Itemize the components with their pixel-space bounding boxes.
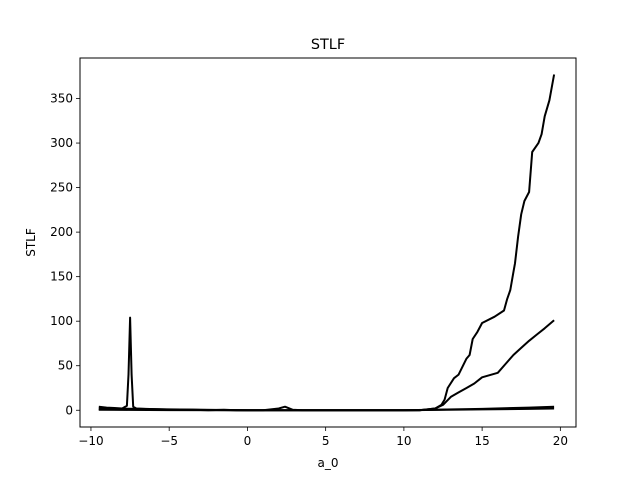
x-tick-label: 0 bbox=[244, 434, 252, 448]
y-tick-label: 100 bbox=[50, 314, 73, 328]
y-axis-label: STLF bbox=[24, 228, 38, 257]
x-tick-label: 5 bbox=[322, 434, 330, 448]
x-axis-ticks: −10 −5 0 5 10 15 20 bbox=[78, 427, 568, 448]
x-axis-label: a_0 bbox=[318, 456, 339, 470]
x-tick-label: −5 bbox=[160, 434, 178, 448]
series-line-1 bbox=[98, 74, 556, 412]
y-tick-label: 250 bbox=[50, 181, 73, 195]
y-tick-label: 50 bbox=[58, 359, 73, 373]
x-tick-label: 10 bbox=[396, 434, 411, 448]
y-tick-label: 350 bbox=[50, 92, 73, 106]
y-tick-label: 300 bbox=[50, 136, 73, 150]
plot-frame bbox=[79, 57, 577, 428]
y-axis-ticks: 0 50 100 150 200 250 300 350 bbox=[50, 92, 80, 417]
series-line-2 bbox=[98, 319, 555, 412]
y-tick-label: 150 bbox=[50, 270, 73, 284]
x-tick-label: −10 bbox=[78, 434, 103, 448]
y-tick-label: 200 bbox=[50, 225, 73, 239]
y-tick-label: 0 bbox=[65, 403, 73, 417]
x-tick-label: 15 bbox=[474, 434, 489, 448]
chart-title: STLF bbox=[311, 37, 345, 53]
series-line-4 bbox=[98, 407, 555, 412]
series-lines bbox=[98, 74, 556, 412]
x-tick-label: 20 bbox=[553, 434, 568, 448]
